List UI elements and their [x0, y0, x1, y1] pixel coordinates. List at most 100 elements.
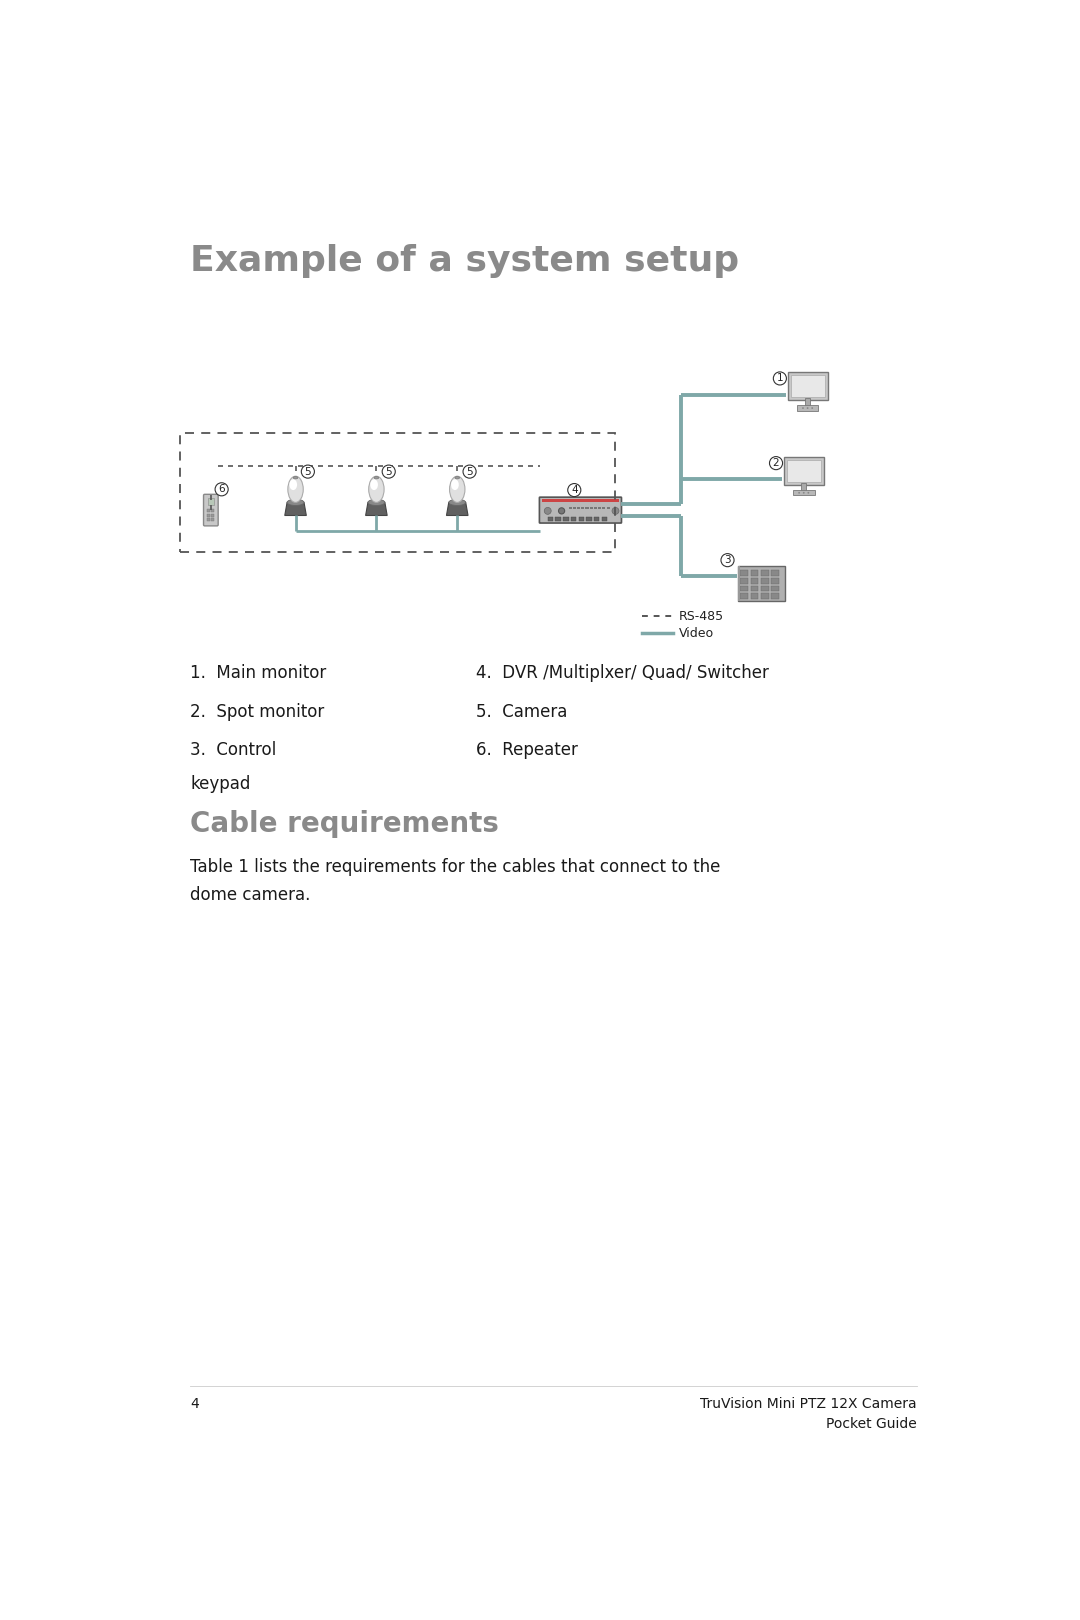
Circle shape — [802, 492, 805, 494]
Text: TruVision Mini PTZ 12X Camera
Pocket Guide: TruVision Mini PTZ 12X Camera Pocket Gui… — [700, 1396, 917, 1430]
Ellipse shape — [449, 476, 465, 502]
Bar — [212, 518, 214, 522]
Bar — [571, 517, 577, 522]
Circle shape — [798, 492, 800, 494]
Circle shape — [558, 507, 565, 514]
Ellipse shape — [289, 480, 297, 491]
Circle shape — [612, 507, 619, 514]
Bar — [594, 517, 599, 522]
Bar — [740, 570, 748, 577]
Bar — [598, 507, 602, 509]
Bar — [740, 578, 748, 583]
Circle shape — [811, 407, 813, 408]
Ellipse shape — [368, 476, 384, 502]
FancyBboxPatch shape — [739, 565, 784, 601]
Text: 4: 4 — [571, 484, 578, 496]
Circle shape — [544, 507, 551, 514]
Ellipse shape — [287, 499, 305, 505]
Bar — [791, 376, 824, 397]
Text: Example of a system setup: Example of a system setup — [190, 245, 739, 279]
Bar — [581, 507, 584, 509]
Bar — [585, 507, 589, 509]
Bar — [603, 507, 606, 509]
Text: 5: 5 — [305, 467, 311, 476]
Bar — [787, 460, 821, 481]
Text: 6.  Repeater: 6. Repeater — [476, 740, 579, 760]
Bar — [761, 570, 769, 577]
Polygon shape — [446, 502, 468, 515]
Text: 4.  DVR /Multiplxer/ Quad/ Switcher: 4. DVR /Multiplxer/ Quad/ Switcher — [476, 664, 769, 682]
Bar — [568, 507, 571, 509]
Ellipse shape — [294, 476, 298, 480]
Bar — [761, 585, 769, 591]
Bar — [793, 491, 814, 496]
Text: Video: Video — [679, 627, 714, 640]
Bar — [579, 517, 584, 522]
Text: 1.  Main monitor: 1. Main monitor — [190, 664, 326, 682]
Circle shape — [215, 483, 228, 496]
Bar — [207, 518, 211, 522]
Bar — [541, 499, 619, 502]
Bar — [761, 593, 769, 599]
Circle shape — [382, 465, 395, 478]
Text: 2: 2 — [772, 458, 780, 468]
Bar — [572, 507, 576, 509]
Polygon shape — [285, 502, 307, 515]
Bar — [771, 585, 779, 591]
Bar — [751, 570, 758, 577]
Text: Table 1 lists the requirements for the cables that connect to the
dome camera.: Table 1 lists the requirements for the c… — [190, 859, 720, 904]
Text: keypad: keypad — [190, 774, 251, 792]
Bar — [806, 399, 810, 407]
Bar — [761, 578, 769, 583]
Ellipse shape — [455, 476, 460, 480]
Bar — [740, 593, 748, 599]
Circle shape — [802, 407, 804, 408]
Text: 5.  Camera: 5. Camera — [476, 703, 568, 721]
Bar — [607, 507, 610, 509]
Bar — [594, 507, 597, 509]
Ellipse shape — [374, 476, 379, 480]
Bar — [801, 483, 806, 491]
FancyBboxPatch shape — [787, 373, 827, 400]
Bar — [771, 593, 779, 599]
Bar — [590, 507, 593, 509]
Circle shape — [773, 373, 786, 386]
Circle shape — [769, 457, 783, 470]
Bar — [563, 517, 568, 522]
Text: 1: 1 — [777, 374, 783, 384]
Text: 3.  Control: 3. Control — [190, 740, 276, 760]
Bar — [212, 509, 214, 512]
Bar — [771, 578, 779, 583]
FancyBboxPatch shape — [203, 494, 218, 526]
Bar — [586, 517, 592, 522]
Bar — [797, 405, 819, 411]
Text: 5: 5 — [386, 467, 392, 476]
Bar — [577, 507, 580, 509]
Ellipse shape — [368, 499, 384, 505]
Bar — [739, 565, 740, 601]
Text: 5: 5 — [467, 467, 473, 476]
Bar — [771, 570, 779, 577]
Ellipse shape — [288, 476, 303, 502]
Text: 6: 6 — [218, 484, 225, 494]
Bar — [751, 593, 758, 599]
Text: RS-485: RS-485 — [679, 609, 724, 622]
Text: Cable requirements: Cable requirements — [190, 810, 499, 839]
FancyBboxPatch shape — [784, 457, 824, 484]
Circle shape — [808, 492, 809, 494]
Bar — [207, 509, 211, 512]
Bar — [212, 514, 214, 517]
Ellipse shape — [449, 499, 465, 505]
Circle shape — [301, 465, 314, 478]
Bar — [207, 497, 214, 505]
Text: 4: 4 — [190, 1396, 199, 1411]
Text: 2.  Spot monitor: 2. Spot monitor — [190, 703, 324, 721]
Circle shape — [721, 554, 734, 567]
FancyBboxPatch shape — [539, 497, 621, 523]
Bar — [555, 517, 561, 522]
Circle shape — [807, 407, 809, 408]
Ellipse shape — [370, 480, 378, 491]
Text: 3: 3 — [725, 556, 731, 565]
Bar — [740, 585, 748, 591]
Bar — [602, 517, 607, 522]
